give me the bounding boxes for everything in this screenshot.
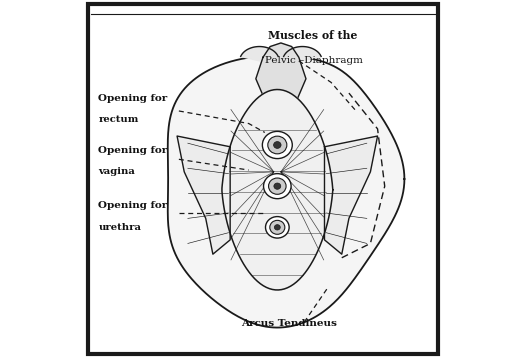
Ellipse shape [274, 183, 281, 189]
Polygon shape [325, 136, 378, 254]
Ellipse shape [262, 131, 292, 159]
Polygon shape [256, 43, 306, 104]
Ellipse shape [268, 136, 287, 154]
Ellipse shape [264, 174, 291, 199]
Ellipse shape [275, 225, 280, 230]
Text: rectum: rectum [98, 115, 139, 125]
Text: Muscles of the: Muscles of the [268, 30, 358, 41]
Polygon shape [177, 136, 230, 254]
Ellipse shape [274, 141, 281, 149]
Ellipse shape [270, 221, 285, 234]
Polygon shape [272, 100, 290, 122]
Text: Opening for: Opening for [98, 94, 168, 103]
Ellipse shape [266, 217, 289, 238]
Polygon shape [284, 47, 321, 61]
Polygon shape [241, 47, 278, 61]
Text: Pelvic –Diaphragm: Pelvic –Diaphragm [265, 56, 362, 66]
Text: Arcus Tendineus: Arcus Tendineus [241, 319, 337, 329]
Ellipse shape [269, 178, 286, 194]
Polygon shape [168, 55, 404, 328]
Text: urethra: urethra [98, 223, 141, 232]
Text: Opening for: Opening for [98, 201, 168, 211]
Polygon shape [222, 90, 333, 290]
Text: vagina: vagina [98, 167, 135, 176]
Text: Opening for: Opening for [98, 146, 168, 155]
